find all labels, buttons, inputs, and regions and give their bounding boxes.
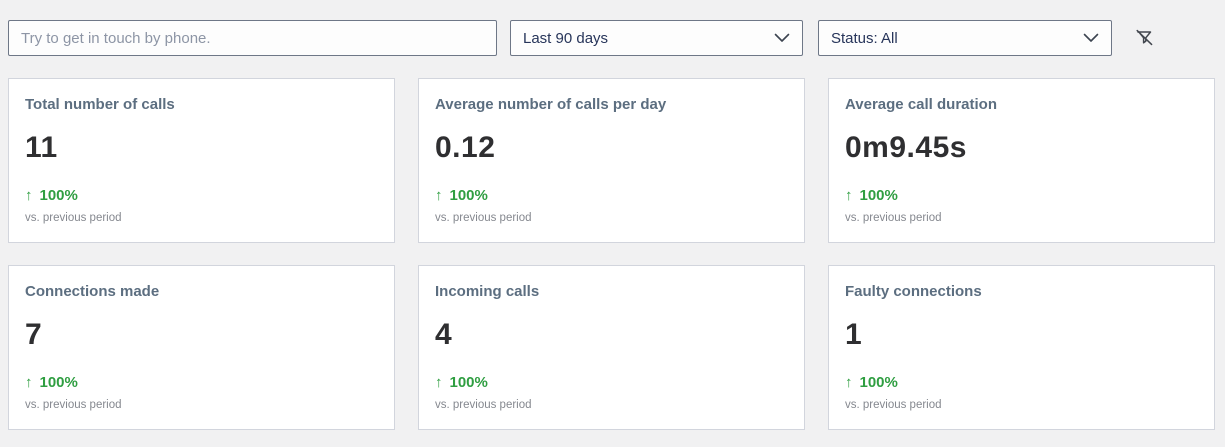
- stat-trend: ↑ 100%: [435, 375, 788, 391]
- trend-percent: 100%: [449, 374, 488, 391]
- stat-caption: vs. previous period: [845, 399, 942, 411]
- stat-trend: ↑ 100%: [845, 375, 1198, 391]
- stat-cards-grid: Total number of calls 11 ↑ 100% vs. prev…: [8, 78, 1215, 430]
- stat-caption: vs. previous period: [435, 399, 532, 411]
- filter-off-icon: [1136, 29, 1153, 46]
- stat-caption: vs. previous period: [845, 212, 942, 224]
- stat-caption: vs. previous period: [435, 212, 532, 224]
- stat-card-faulty-connections: Faulty connections 1 ↑ 100% vs. previous…: [828, 265, 1215, 430]
- stat-value: 11: [25, 131, 58, 164]
- search-input[interactable]: [8, 20, 497, 56]
- arrow-up-icon: ↑: [435, 187, 443, 204]
- stat-card-connections-made: Connections made 7 ↑ 100% vs. previous p…: [8, 265, 395, 430]
- stat-trend: ↑ 100%: [435, 188, 788, 204]
- arrow-up-icon: ↑: [25, 374, 33, 391]
- trend-percent: 100%: [859, 187, 898, 204]
- stat-card-total-calls: Total number of calls 11 ↑ 100% vs. prev…: [8, 78, 395, 243]
- stat-caption: vs. previous period: [25, 212, 122, 224]
- stat-value: 7: [25, 318, 43, 351]
- date-range-select[interactable]: Last 90 days: [510, 20, 803, 56]
- status-value: Status: All: [831, 29, 898, 47]
- date-range-value: Last 90 days: [523, 29, 609, 47]
- chevron-down-icon: [1083, 33, 1099, 42]
- stat-value: 4: [435, 318, 453, 351]
- stat-trend: ↑ 100%: [845, 188, 1198, 204]
- stat-title: Faulty connections: [845, 283, 982, 300]
- trend-percent: 100%: [39, 374, 78, 391]
- stat-card-avg-call-duration: Average call duration 0m9.45s ↑ 100% vs.…: [828, 78, 1215, 243]
- stat-value: 0.12: [435, 131, 496, 164]
- stat-title: Average number of calls per day: [435, 96, 667, 113]
- stat-title: Incoming calls: [435, 283, 540, 300]
- status-select[interactable]: Status: All: [818, 20, 1112, 56]
- trend-percent: 100%: [39, 187, 78, 204]
- arrow-up-icon: ↑: [25, 187, 33, 204]
- filter-toolbar: Last 90 days Status: All: [8, 20, 1217, 56]
- stat-card-incoming-calls: Incoming calls 4 ↑ 100% vs. previous per…: [418, 265, 805, 430]
- arrow-up-icon: ↑: [845, 187, 853, 204]
- stat-value: 1: [845, 318, 863, 351]
- stat-card-avg-calls-per-day: Average number of calls per day 0.12 ↑ 1…: [418, 78, 805, 243]
- stat-title: Connections made: [25, 283, 160, 300]
- stat-title: Average call duration: [845, 96, 997, 113]
- stat-caption: vs. previous period: [25, 399, 122, 411]
- trend-percent: 100%: [859, 374, 898, 391]
- stat-trend: ↑ 100%: [25, 188, 378, 204]
- chevron-down-icon: [774, 33, 790, 42]
- arrow-up-icon: ↑: [435, 374, 443, 391]
- clear-filters-button[interactable]: [1130, 23, 1160, 53]
- arrow-up-icon: ↑: [845, 374, 853, 391]
- trend-percent: 100%: [449, 187, 488, 204]
- stat-value: 0m9.45s: [845, 131, 967, 164]
- stat-title: Total number of calls: [25, 96, 175, 113]
- stat-trend: ↑ 100%: [25, 375, 378, 391]
